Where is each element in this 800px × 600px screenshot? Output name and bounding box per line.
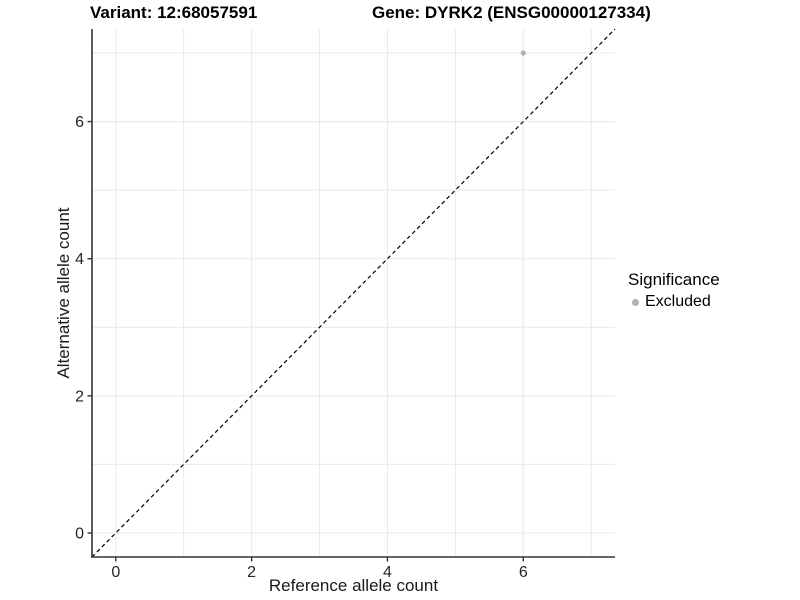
identity-line <box>91 28 616 558</box>
plot-title-gene: Gene: DYRK2 (ENSG00000127334) <box>372 3 651 22</box>
svg-text:4: 4 <box>383 564 392 581</box>
svg-text:2: 2 <box>247 564 256 581</box>
series-excluded <box>520 50 526 56</box>
data-point <box>520 50 526 56</box>
svg-text:0: 0 <box>111 564 120 581</box>
legend-title: Significance <box>628 270 720 289</box>
svg-text:2: 2 <box>75 388 84 405</box>
gridlines <box>92 29 615 557</box>
legend-point-swatch <box>632 298 639 306</box>
tick-marks <box>87 120 525 562</box>
svg-text:4: 4 <box>75 251 84 268</box>
tick-labels: 0 2 4 6 0 2 4 6 <box>75 114 528 581</box>
legend: Significance Excluded <box>628 270 720 311</box>
x-axis-title: Reference allele count <box>268 576 439 595</box>
y-axis-title: Alternative allele count <box>54 207 73 379</box>
axis-lines <box>91 29 615 558</box>
legend-item-label: Excluded <box>645 293 711 310</box>
svg-text:0: 0 <box>75 526 84 543</box>
legend-item-excluded: Excluded <box>628 293 720 311</box>
plot-title-variant: Variant: 12:68057591 <box>90 3 258 22</box>
svg-text:6: 6 <box>75 114 84 131</box>
svg-text:6: 6 <box>519 564 528 581</box>
